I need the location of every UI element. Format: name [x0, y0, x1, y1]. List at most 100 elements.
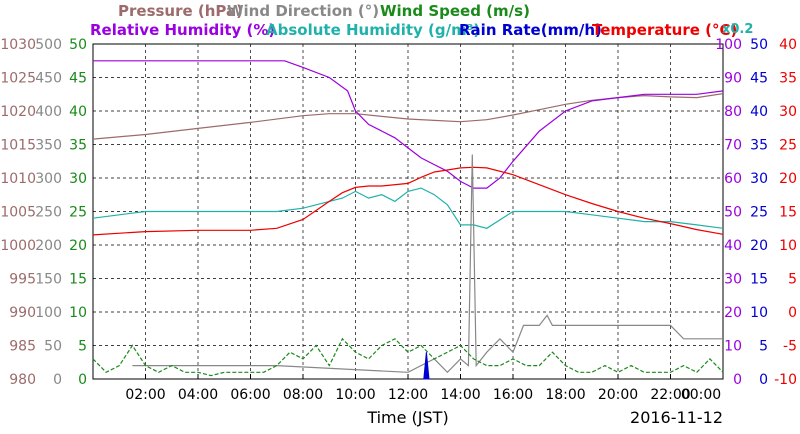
tick-rain-10: 50	[750, 37, 768, 53]
tick-wind-dir-7: 350	[35, 138, 62, 154]
tick-temperature-9: 35	[779, 71, 797, 87]
legend-wind-speed: Wind Speed (m/s)	[380, 2, 530, 20]
tick-pressure-0: 980	[9, 372, 36, 388]
series-rain-rate-mm-h	[423, 352, 430, 380]
tick-rain-1: 5	[759, 339, 768, 355]
tick-pressure-6: 1010	[0, 171, 36, 187]
tick-pressure-8: 1020	[0, 104, 36, 120]
tick-rain-2: 10	[750, 305, 768, 321]
tick-humidity-3: 30	[724, 272, 742, 288]
x-tick-4: 10:00	[335, 387, 375, 403]
x-tick-1: 04:00	[178, 387, 218, 403]
tick-rain-0: 0	[759, 372, 768, 388]
tick-rain-5: 25	[750, 205, 768, 221]
tick-pressure-10: 1030	[0, 37, 36, 53]
tick-temperature-0: -10	[774, 372, 797, 388]
tick-wind-speed-10: 50	[69, 37, 87, 53]
tick-pressure-2: 990	[9, 305, 36, 321]
tick-temperature-3: 5	[788, 272, 797, 288]
legend-rain-rate: Rain Rate(mm/h)	[459, 21, 602, 39]
right-axes: 0102030405060708090100051015202530354045…	[715, 37, 797, 388]
tick-wind-dir-2: 100	[35, 305, 62, 321]
x-tick-8: 18:00	[545, 387, 585, 403]
x-axis-label: Time (JST)	[366, 408, 448, 427]
tick-pressure-1: 985	[9, 339, 36, 355]
tick-temperature-6: 20	[779, 171, 797, 187]
tick-pressure-7: 1015	[0, 138, 36, 154]
tick-humidity-5: 50	[724, 205, 742, 221]
x-tick-10: 22:00	[650, 387, 690, 403]
tick-rain-8: 40	[750, 104, 768, 120]
chart-date: 2016-11-12	[630, 408, 723, 427]
tick-wind-speed-9: 45	[69, 71, 87, 87]
tick-wind-speed-4: 20	[69, 238, 87, 254]
rain-multiplier: x0.2	[722, 22, 753, 37]
series-wind-speed-m-s	[92, 337, 724, 377]
tick-pressure-9: 1025	[0, 71, 36, 87]
x-tick-5: 12:00	[388, 387, 428, 403]
tick-humidity-0: 0	[733, 372, 742, 388]
tick-wind-speed-2: 10	[69, 305, 87, 321]
tick-humidity-1: 10	[724, 339, 742, 355]
tick-rain-9: 45	[750, 71, 768, 87]
legend-wind-direction: Wind Direction (°)	[227, 2, 379, 20]
tick-wind-dir-3: 150	[35, 272, 62, 288]
tick-wind-dir-9: 450	[35, 71, 62, 87]
tick-wind-speed-5: 25	[69, 205, 87, 221]
tick-rain-3: 15	[750, 272, 768, 288]
tick-wind-dir-6: 300	[35, 171, 62, 187]
tick-wind-dir-4: 200	[35, 238, 62, 254]
tick-humidity-8: 80	[724, 104, 742, 120]
tick-pressure-5: 1005	[0, 205, 36, 221]
tick-wind-speed-6: 30	[69, 171, 87, 187]
tick-wind-speed-3: 15	[69, 272, 87, 288]
x-tick-6: 14:00	[440, 387, 480, 403]
tick-humidity-6: 60	[724, 171, 742, 187]
legend-temperature: Temperature (°C)	[592, 21, 737, 39]
left-axes: 9809859909951000100510101015102010251030…	[0, 37, 87, 388]
tick-wind-speed-1: 5	[78, 339, 87, 355]
x-tick-11: 00:00	[681, 387, 721, 403]
series-temperature-c	[92, 166, 724, 236]
legend-relative-humidity: Relative Humidity (%)	[90, 21, 275, 39]
series-absolute-humidity-g-m	[92, 187, 724, 229]
series-pressure-hpa	[92, 93, 724, 140]
tick-humidity-9: 90	[724, 71, 742, 87]
legend-pressure: Pressure (hPa)	[118, 2, 243, 20]
tick-wind-dir-10: 500	[35, 37, 62, 53]
tick-temperature-1: -5	[783, 339, 797, 355]
tick-humidity-4: 40	[724, 238, 742, 254]
tick-rain-6: 30	[750, 171, 768, 187]
x-tick-3: 08:00	[283, 387, 323, 403]
series-relative-humidity	[93, 60, 724, 189]
tick-wind-speed-7: 35	[69, 138, 87, 154]
tick-wind-speed-8: 40	[69, 104, 87, 120]
tick-pressure-4: 1000	[0, 238, 36, 254]
tick-temperature-7: 25	[779, 138, 797, 154]
tick-wind-dir-1: 50	[44, 339, 62, 355]
tick-temperature-5: 15	[779, 205, 797, 221]
tick-rain-7: 35	[750, 138, 768, 154]
tick-humidity-2: 20	[724, 305, 742, 321]
legend-absolute-humidity: Absolute Humidity (g/m³)	[266, 21, 480, 39]
x-axis: 02:00 04:00 06:00 08:00 10:00 12:00 14:00 16:00…	[125, 374, 724, 403]
tick-wind-speed-0: 0	[78, 372, 87, 388]
tick-wind-dir-5: 250	[35, 205, 62, 221]
tick-humidity-10: 100	[715, 37, 742, 53]
tick-wind-dir-0: 0	[53, 372, 62, 388]
x-tick-0: 02:00	[125, 387, 165, 403]
tick-rain-4: 20	[750, 238, 768, 254]
series-wind-direction	[132, 154, 723, 374]
x-tick-2: 06:00	[230, 387, 270, 403]
tick-pressure-3: 995	[9, 272, 36, 288]
tick-temperature-10: 40	[779, 37, 797, 53]
tick-temperature-8: 30	[779, 104, 797, 120]
tick-temperature-4: 10	[779, 238, 797, 254]
tick-wind-dir-8: 400	[35, 104, 62, 120]
series-group	[92, 60, 724, 380]
tick-humidity-7: 70	[724, 138, 742, 154]
x-tick-9: 20:00	[598, 387, 638, 403]
tick-temperature-2: 0	[788, 305, 797, 321]
x-tick-7: 16:00	[493, 387, 533, 403]
